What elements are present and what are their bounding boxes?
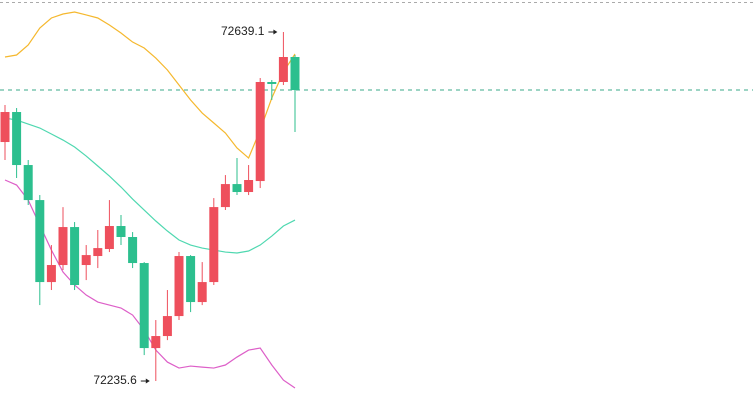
candle-body bbox=[278, 57, 288, 82]
annotation-arrowhead bbox=[145, 378, 150, 384]
annotation-label: 72639.1 bbox=[221, 24, 265, 38]
candle-body bbox=[23, 165, 33, 201]
annotation-label: 72235.6 bbox=[93, 373, 137, 387]
candle-body bbox=[128, 237, 138, 264]
candle-body bbox=[209, 207, 219, 283]
candle-body bbox=[58, 227, 68, 266]
indicator-line bbox=[4, 117, 296, 254]
candle-body bbox=[197, 282, 207, 303]
indicator-line bbox=[4, 179, 296, 389]
candle-body bbox=[267, 81, 277, 84]
candle-body bbox=[12, 112, 22, 166]
indicator-line bbox=[4, 11, 296, 160]
candle-body bbox=[151, 336, 161, 349]
candle-body bbox=[104, 226, 114, 250]
candle-body bbox=[116, 226, 126, 238]
candle-body bbox=[290, 57, 300, 91]
candle-body bbox=[81, 255, 91, 266]
candle-body bbox=[186, 256, 196, 303]
candle-body bbox=[162, 316, 172, 337]
candle-body bbox=[232, 184, 242, 193]
candle-body bbox=[93, 248, 103, 257]
candle-body bbox=[70, 227, 80, 286]
candle-body bbox=[220, 184, 230, 208]
candle-body bbox=[174, 256, 184, 317]
candle-body bbox=[139, 263, 149, 349]
annotation-arrowhead bbox=[273, 29, 278, 35]
candle-body bbox=[244, 180, 254, 193]
candle-body bbox=[46, 265, 56, 283]
candle-body bbox=[35, 200, 45, 283]
candle-body bbox=[0, 112, 10, 143]
candle-body bbox=[255, 81, 265, 182]
